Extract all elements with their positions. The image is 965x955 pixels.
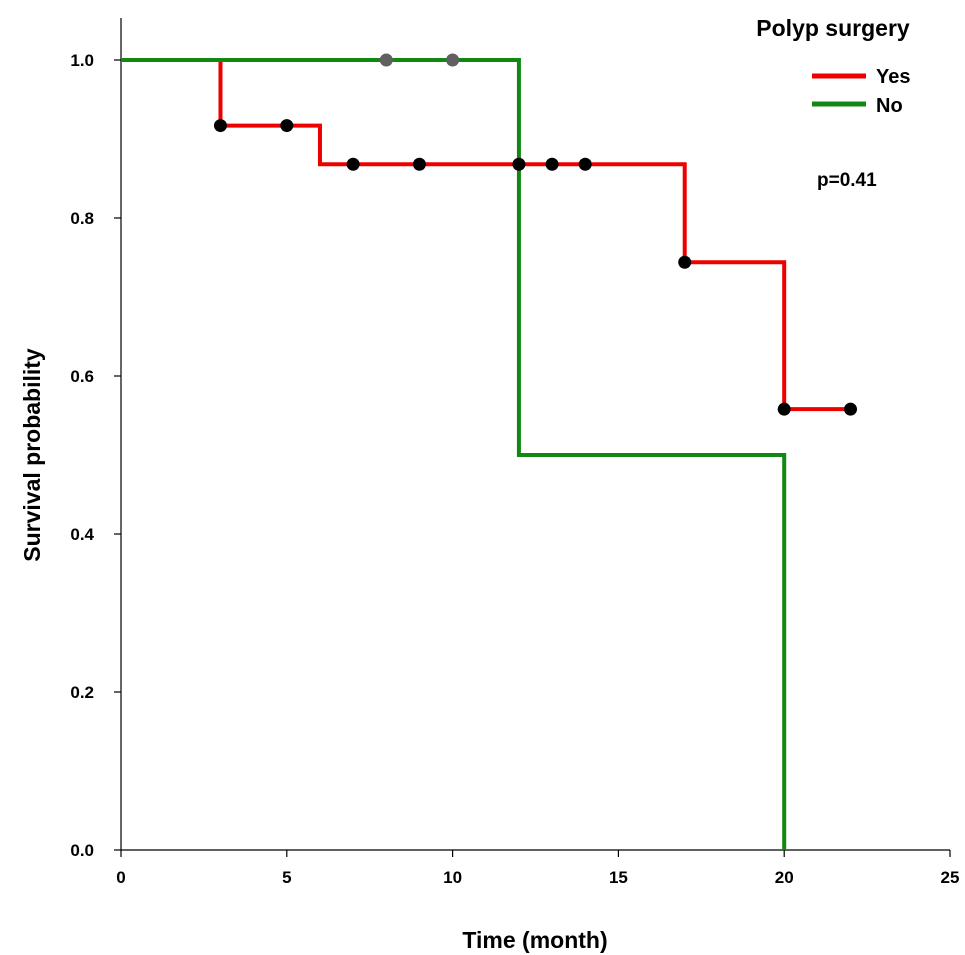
x-axis-title: Time (month) [462,927,607,953]
censor-point-yes [678,255,692,269]
legend: Polyp surgery Yes No [756,15,910,117]
x-tick-label: 0 [116,868,125,887]
censor-point-yes [346,157,360,171]
censor-point-yes [777,402,791,416]
series-layer [121,53,858,850]
series-line-yes [121,58,851,412]
x-tick-label: 15 [609,868,628,887]
censor-point-yes [844,402,858,416]
x-tick-label: 5 [282,868,291,887]
x-tick-label: 20 [775,868,794,887]
censor-point-yes [213,119,227,133]
x-tick-label: 25 [941,868,960,887]
censor-point-no [446,53,460,67]
p-value-annotation: p=0.41 [817,170,877,191]
y-tick-label: 0.2 [70,683,94,702]
censor-point-no [379,53,393,67]
legend-label-yes: Yes [876,66,910,88]
legend-label-no: No [876,95,903,117]
axes: 0 5 10 15 20 25 0.0 0.2 0.4 0.6 0.8 1.0 [70,18,959,887]
censor-point-yes [578,157,592,171]
censor-point-yes [545,157,559,171]
censor-point-yes [280,119,294,133]
y-tick-label: 0.6 [70,367,94,386]
y-tick-label: 0.0 [70,841,94,860]
y-axis-title: Survival probability [19,348,45,562]
y-tick-label: 0.4 [70,525,94,544]
censor-point-yes [412,157,426,171]
legend-title: Polyp surgery [756,15,910,41]
censor-point-yes [512,157,526,171]
y-tick-label: 1.0 [70,51,94,70]
y-tick-label: 0.8 [70,209,94,228]
x-tick-label: 10 [443,868,462,887]
